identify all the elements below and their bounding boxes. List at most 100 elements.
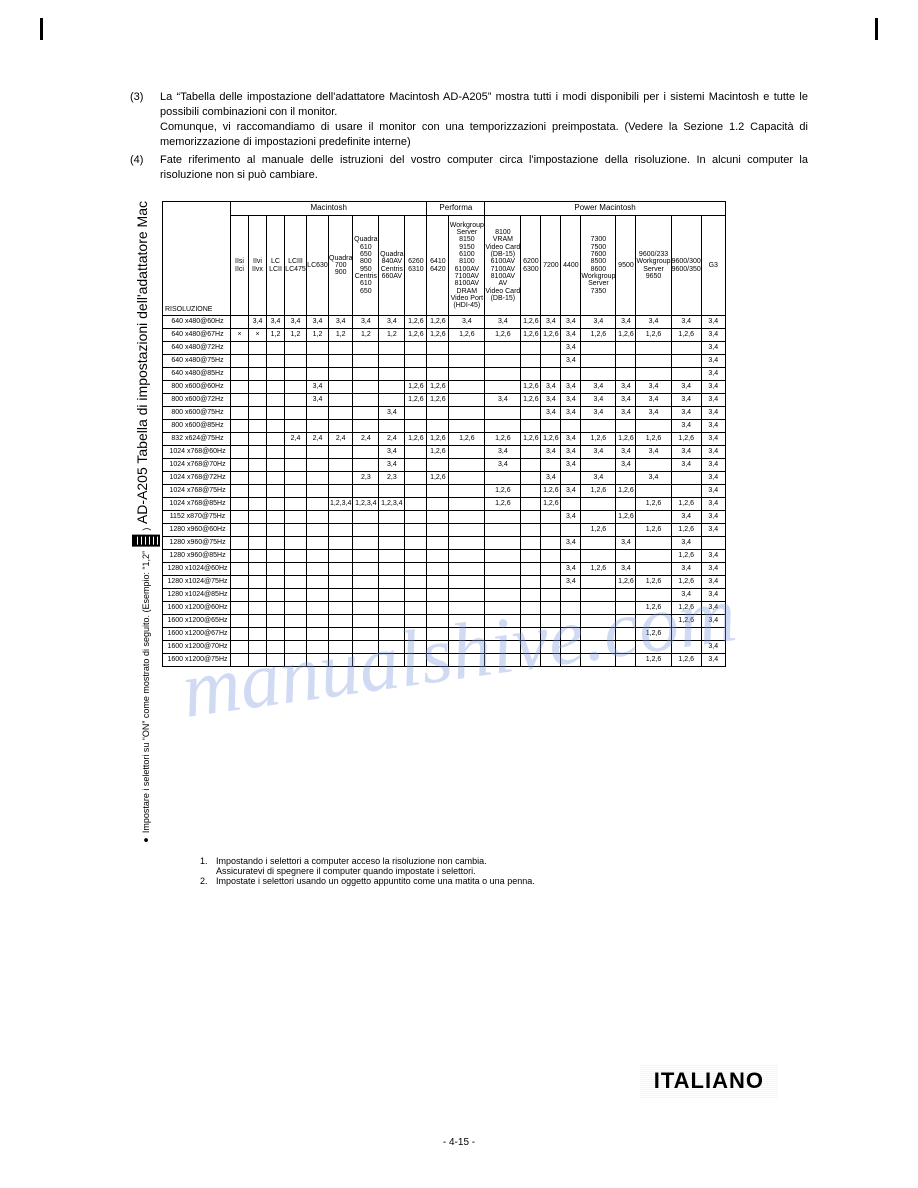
value-cell: 1,2,6 xyxy=(541,329,561,342)
value-cell: 1,2,6 xyxy=(405,394,427,407)
value-cell xyxy=(231,420,249,433)
value-cell xyxy=(285,641,307,654)
column-header: 6200 6300 xyxy=(521,216,541,316)
value-cell xyxy=(485,628,521,641)
value-cell xyxy=(449,550,485,563)
value-cell: 3,4 xyxy=(541,394,561,407)
value-cell xyxy=(636,342,671,355)
value-cell xyxy=(267,511,285,524)
table-subtitle: ● Impostare i selettori su “ON” come mos… xyxy=(130,524,162,850)
value-cell: 2,4 xyxy=(285,433,307,446)
value-cell xyxy=(353,368,379,381)
value-cell xyxy=(581,498,616,511)
value-cell xyxy=(616,589,636,602)
value-cell xyxy=(329,472,353,485)
column-header: LCIII LC475 xyxy=(285,216,307,316)
value-cell xyxy=(405,459,427,472)
value-cell xyxy=(449,381,485,394)
value-cell xyxy=(561,628,581,641)
value-cell xyxy=(231,316,249,329)
value-cell: 1,2 xyxy=(329,329,353,342)
value-cell xyxy=(267,355,285,368)
value-cell xyxy=(427,342,449,355)
value-cell xyxy=(581,628,616,641)
value-cell xyxy=(329,628,353,641)
table-row: 1024 x768@60Hz3,41,2,63,43,43,43,43,43,4… xyxy=(163,446,726,459)
value-cell xyxy=(671,342,701,355)
value-cell xyxy=(405,550,427,563)
value-cell: 3,4 xyxy=(541,316,561,329)
value-cell xyxy=(485,563,521,576)
value-cell: 3,4 xyxy=(616,537,636,550)
value-cell xyxy=(521,446,541,459)
value-cell xyxy=(285,654,307,667)
value-cell xyxy=(249,459,267,472)
resolution-cell: 1600 x1200@70Hz xyxy=(163,641,231,654)
value-cell: 3,4 xyxy=(379,459,405,472)
value-cell xyxy=(521,355,541,368)
intro-paragraph: (3)La “Tabella delle impostazione dell'a… xyxy=(130,90,808,149)
value-cell xyxy=(405,602,427,615)
value-cell: 3,4 xyxy=(636,472,671,485)
language-tab: ITALIANO xyxy=(640,1064,778,1098)
value-cell: 3,4 xyxy=(449,316,485,329)
value-cell xyxy=(307,576,329,589)
value-cell xyxy=(307,446,329,459)
value-cell xyxy=(353,563,379,576)
value-cell xyxy=(427,615,449,628)
value-cell: 3,4 xyxy=(581,407,616,420)
value-cell xyxy=(249,381,267,394)
value-cell xyxy=(353,485,379,498)
value-cell xyxy=(485,654,521,667)
value-cell: 3,4 xyxy=(701,511,725,524)
value-cell: 3,4 xyxy=(561,459,581,472)
value-cell xyxy=(329,355,353,368)
column-header: 7300 7500 7600 8500 8600 Workgroup Serve… xyxy=(581,216,616,316)
value-cell: 3,4 xyxy=(616,394,636,407)
value-cell xyxy=(249,576,267,589)
value-cell xyxy=(249,654,267,667)
value-cell xyxy=(267,407,285,420)
value-cell xyxy=(521,485,541,498)
value-cell xyxy=(285,446,307,459)
value-cell: 3,4 xyxy=(616,446,636,459)
resolution-cell: 640 x480@72Hz xyxy=(163,342,231,355)
table-row: 1600 x1200@70Hz3,4 xyxy=(163,641,726,654)
value-cell: 1,2,3,4 xyxy=(379,498,405,511)
table-row: 640 x480@85Hz3,4 xyxy=(163,368,726,381)
value-cell xyxy=(329,615,353,628)
value-cell: 1,2 xyxy=(379,329,405,342)
value-cell xyxy=(636,615,671,628)
value-cell xyxy=(307,589,329,602)
value-cell xyxy=(405,563,427,576)
value-cell xyxy=(616,498,636,511)
value-cell: 3,4 xyxy=(701,654,725,667)
value-cell: 3,4 xyxy=(561,563,581,576)
value-cell xyxy=(267,498,285,511)
value-cell xyxy=(231,342,249,355)
value-cell: 1,2,6 xyxy=(636,654,671,667)
value-cell xyxy=(231,433,249,446)
value-cell: 1,2,6 xyxy=(616,433,636,446)
value-cell: 3,4 xyxy=(561,576,581,589)
value-cell xyxy=(636,550,671,563)
value-cell: 3,4 xyxy=(636,446,671,459)
resolution-cell: 1280 x960@85Hz xyxy=(163,550,231,563)
value-cell xyxy=(307,498,329,511)
value-cell xyxy=(616,641,636,654)
value-cell xyxy=(521,550,541,563)
value-cell xyxy=(329,485,353,498)
value-cell xyxy=(616,550,636,563)
value-cell: × xyxy=(231,329,249,342)
table-row: 800 x600@72Hz3,41,2,61,2,63,41,2,63,43,4… xyxy=(163,394,726,407)
value-cell: 3,4 xyxy=(636,316,671,329)
value-cell xyxy=(561,615,581,628)
column-header: 6260 6310 xyxy=(405,216,427,316)
value-cell xyxy=(307,550,329,563)
value-cell xyxy=(231,641,249,654)
value-cell xyxy=(231,654,249,667)
value-cell xyxy=(267,485,285,498)
value-cell xyxy=(521,628,541,641)
value-cell xyxy=(581,615,616,628)
value-cell xyxy=(671,368,701,381)
